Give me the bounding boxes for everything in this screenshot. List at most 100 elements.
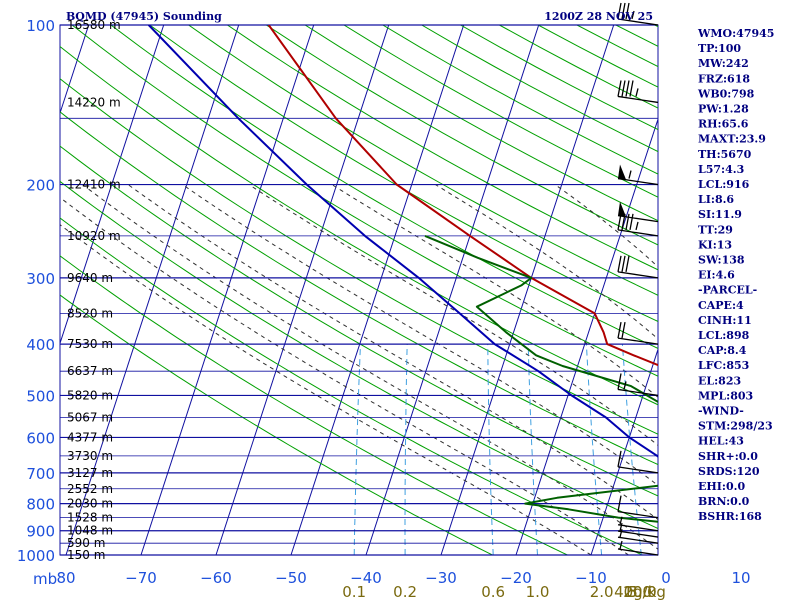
- isotherm-line: [215, 25, 390, 555]
- sounding-profiles: [147, 25, 658, 523]
- height-label: 9640 m: [67, 271, 113, 285]
- stability-index: MW:242: [698, 57, 749, 70]
- wind-barb: [617, 80, 659, 104]
- temperature-tick-label: −20: [500, 569, 532, 587]
- stability-index: FRZ:618: [698, 72, 750, 85]
- height-label: 1528 m: [67, 511, 113, 525]
- stability-index: BSHR:168: [698, 510, 762, 523]
- wind-barb: [617, 373, 659, 397]
- wind-barb: [617, 255, 659, 279]
- height-label: 2030 m: [67, 497, 113, 511]
- isotherm-line: [65, 25, 240, 555]
- chart-title: BQMD (47945) Sounding: [66, 10, 222, 23]
- temperature-line: [267, 25, 658, 367]
- height-label: 8520 m: [67, 306, 113, 320]
- stability-index: SI:11.9: [698, 208, 742, 221]
- pressure-tick-label: 300: [26, 270, 55, 288]
- pressure-tick-label: 200: [26, 177, 55, 195]
- pressure-tick-label: 100: [26, 17, 55, 35]
- mixing-ratio-tick-label: 40g/kg: [614, 583, 666, 600]
- temperature-tick-label: 10: [731, 569, 750, 587]
- parcel-line: [147, 25, 658, 458]
- stability-index: PW:1.28: [698, 103, 749, 116]
- temperature-tick-label: −40: [350, 569, 382, 587]
- mixing-ratio-tick-label: 20.0: [623, 583, 656, 600]
- stability-index: LFC:853: [698, 359, 749, 372]
- moist-adiabat-line: [754, 185, 800, 556]
- temperature-tick-label: −30: [425, 569, 457, 587]
- pressure-tick-label: 600: [26, 429, 55, 447]
- temperature-tick-label: −10: [575, 569, 607, 587]
- stability-index: WB0:798: [697, 87, 755, 100]
- pressure-tick-labels: 1000 900 800 700 600 500 400 300 200 100: [17, 17, 55, 565]
- stability-index: TP:100: [698, 42, 741, 55]
- stability-index: SW:138: [698, 254, 745, 267]
- temperature-tick-label: −50: [275, 569, 307, 587]
- temperature-tick-label: 0: [661, 569, 671, 587]
- wind-barbs: [617, 2, 659, 556]
- wind-barb: [617, 450, 659, 474]
- mixing-ratio-tick-label: 0.1: [342, 583, 366, 600]
- stability-index: HEL:43: [698, 435, 744, 448]
- height-label: 14220 m: [67, 95, 121, 109]
- height-label: 12410 m: [67, 178, 121, 192]
- wind-barb: [617, 164, 659, 186]
- isobars: [60, 24, 658, 556]
- stability-index: EHI:0.0: [698, 480, 745, 493]
- plot-area: [59, 24, 659, 556]
- pressure-tick-label: 800: [26, 496, 55, 514]
- stability-index: LI:8.6: [698, 193, 734, 206]
- moist-adiabat-line: [331, 184, 658, 398]
- stability-index: CAPE:4: [698, 299, 744, 312]
- stability-index: TH:5670: [698, 148, 752, 161]
- pressure-tick-label: 900: [26, 523, 55, 541]
- height-label: 6637 m: [67, 364, 113, 378]
- mixing-ratio-line: [670, 344, 694, 555]
- stability-index: EL:823: [698, 374, 741, 387]
- stability-index: CINH:11: [698, 314, 752, 327]
- temperature-tick-labels: 80−70−60−50−40−30−20−10010203040: [56, 569, 750, 587]
- mixing-ratio-tick-label: 0.2: [393, 583, 417, 600]
- stability-index: -PARCEL-: [698, 284, 757, 297]
- stability-index: BRN:0.0: [698, 495, 750, 508]
- stability-index: MAXT:23.9: [698, 133, 766, 146]
- height-label: 16580 m: [67, 18, 121, 32]
- height-label: 4377 m: [67, 430, 113, 444]
- height-label: 1048 m: [67, 524, 113, 538]
- stability-index: LCL:898: [698, 329, 750, 342]
- wind-barb: [617, 522, 659, 538]
- height-label: 150 m: [67, 548, 105, 562]
- wind-barb: [617, 495, 659, 519]
- mixing-ratio-tick-label: 5.0: [628, 583, 652, 600]
- wind-barb: [617, 516, 659, 532]
- isotherm-line: [140, 25, 315, 555]
- isotherm-line: [60, 25, 165, 345]
- height-labels: 16580 m 14220 m 12410 m 10920 m 9640 m 8520 m…: [67, 18, 121, 562]
- temperature-tick-label: 80: [56, 569, 75, 587]
- height-label: 3127 m: [67, 466, 113, 480]
- pressure-unit-label: mb: [33, 570, 57, 588]
- stability-index: KI:13: [698, 238, 732, 251]
- isotherm-line: [0, 25, 14, 555]
- height-label: 3730 m: [67, 449, 113, 463]
- temperature-tick-label: −70: [125, 569, 157, 587]
- stability-index: LCL:916: [698, 178, 750, 191]
- mixing-ratio-tick-label: 1.0: [526, 583, 550, 600]
- stability-indices-panel: WMO:47945 TP:100 MW:242 FRZ:618 WB0:798 PW:1.…: [697, 27, 774, 523]
- isotherm-line: [440, 25, 615, 555]
- chart-time: 1200Z 28 NOV 25: [544, 10, 653, 23]
- stability-index: WMO:47945: [697, 27, 774, 40]
- mixing-ratio-tick-label: 3.0: [628, 583, 652, 600]
- stability-index: -WIND-: [698, 405, 744, 418]
- stability-index: CAP:8.4: [698, 344, 747, 357]
- mixing-ratio-tick-label: 2.0: [590, 583, 614, 600]
- stability-index: STM:298/23: [698, 420, 773, 433]
- pressure-tick-label: 700: [26, 465, 55, 483]
- height-label: 10920 m: [67, 229, 121, 243]
- pressure-tick-label: 400: [26, 336, 55, 354]
- pressure-tick-label: 1000: [17, 547, 55, 565]
- mixing-ratio-tick-label: 0.6: [481, 583, 505, 600]
- wind-barb: [617, 540, 659, 556]
- height-label: 2552 m: [67, 482, 113, 496]
